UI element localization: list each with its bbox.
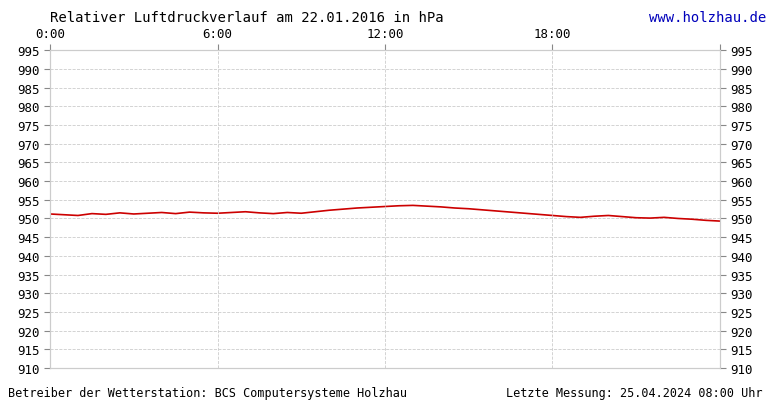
Text: Betreiber der Wetterstation: BCS Computersysteme Holzhau: Betreiber der Wetterstation: BCS Compute… <box>8 386 407 399</box>
Text: Letzte Messung: 25.04.2024 08:00 Uhr: Letzte Messung: 25.04.2024 08:00 Uhr <box>506 386 762 399</box>
Text: Relativer Luftdruckverlauf am 22.01.2016 in hPa: Relativer Luftdruckverlauf am 22.01.2016… <box>50 11 444 25</box>
Text: www.holzhau.de: www.holzhau.de <box>649 11 766 25</box>
